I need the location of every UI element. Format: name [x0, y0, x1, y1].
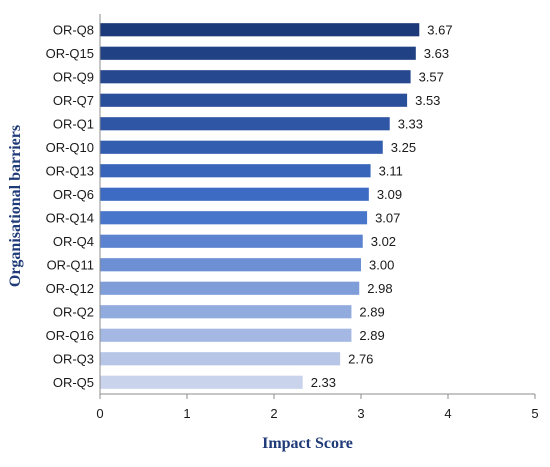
bar-or-q8	[100, 23, 420, 37]
bar-or-q11	[100, 258, 361, 272]
bar-or-q9	[100, 70, 411, 84]
value-labels: 3.67 3.63 3.57 3.53 3.33 3.25 3.11 3.09 3.07 3.02…	[311, 22, 453, 390]
category-label: OR-Q4	[53, 234, 94, 249]
value-label: 3.67	[427, 22, 452, 37]
category-labels: OR-Q8 OR-Q15 OR-Q9 OR-Q7 OR-Q1 OR-Q10 OR-Q13 OR…	[46, 22, 94, 390]
value-label: 3.33	[398, 116, 423, 131]
x-tick-label: 2	[270, 406, 277, 421]
bar-or-q12	[100, 281, 360, 295]
category-label: OR-Q1	[53, 116, 94, 131]
category-label: OR-Q7	[53, 93, 94, 108]
bar-or-q6	[100, 187, 369, 201]
x-tick-label: 4	[444, 406, 451, 421]
bar-or-q4	[100, 234, 363, 248]
value-label: 3.07	[375, 210, 400, 225]
value-label: 2.76	[348, 351, 373, 366]
category-label: OR-Q2	[53, 304, 94, 319]
value-label: 3.25	[391, 140, 416, 155]
x-tick-label: 5	[531, 406, 538, 421]
category-label: OR-Q3	[53, 351, 94, 366]
bars-group	[100, 23, 420, 389]
category-label: OR-Q11	[47, 257, 94, 272]
category-label: OR-Q6	[53, 187, 94, 202]
value-label: 3.11	[379, 163, 403, 178]
bar-or-q5	[100, 375, 303, 389]
value-label: 3.53	[415, 93, 440, 108]
value-label: 2.33	[311, 375, 336, 390]
category-label: OR-Q16	[46, 328, 94, 343]
x-axis-title: Impact Score	[262, 435, 353, 452]
bar-or-q2	[100, 305, 352, 319]
bar-or-q16	[100, 328, 352, 342]
value-label: 3.00	[369, 257, 394, 272]
bar-or-q15	[100, 46, 416, 60]
bar-or-q10	[100, 140, 383, 154]
x-axis-ticks: 0 1 2 3 4 5	[96, 394, 539, 421]
x-tick-label: 1	[183, 406, 190, 421]
value-label: 2.89	[359, 328, 384, 343]
value-label: 3.57	[419, 69, 444, 84]
category-label: OR-Q13	[46, 163, 94, 178]
x-tick-label: 0	[96, 406, 103, 421]
x-tick-label: 3	[357, 406, 364, 421]
value-label: 3.09	[377, 187, 402, 202]
category-label: OR-Q10	[46, 140, 94, 155]
value-label: 3.63	[424, 46, 449, 61]
value-label: 2.89	[359, 304, 384, 319]
value-label: 2.98	[367, 281, 392, 296]
value-label: 3.02	[371, 234, 396, 249]
category-label: OR-Q14	[46, 210, 94, 225]
bar-or-q7	[100, 93, 408, 107]
category-label: OR-Q5	[53, 375, 94, 390]
bar-or-q13	[100, 164, 371, 178]
bar-or-q1	[100, 117, 390, 131]
category-label: OR-Q15	[46, 46, 94, 61]
category-label: OR-Q9	[53, 69, 94, 84]
y-axis-title: Organisational barriers	[7, 125, 24, 287]
category-label: OR-Q8	[53, 22, 94, 37]
bar-or-q14	[100, 211, 368, 225]
category-label: OR-Q12	[46, 281, 94, 296]
bar-or-q3	[100, 352, 341, 366]
